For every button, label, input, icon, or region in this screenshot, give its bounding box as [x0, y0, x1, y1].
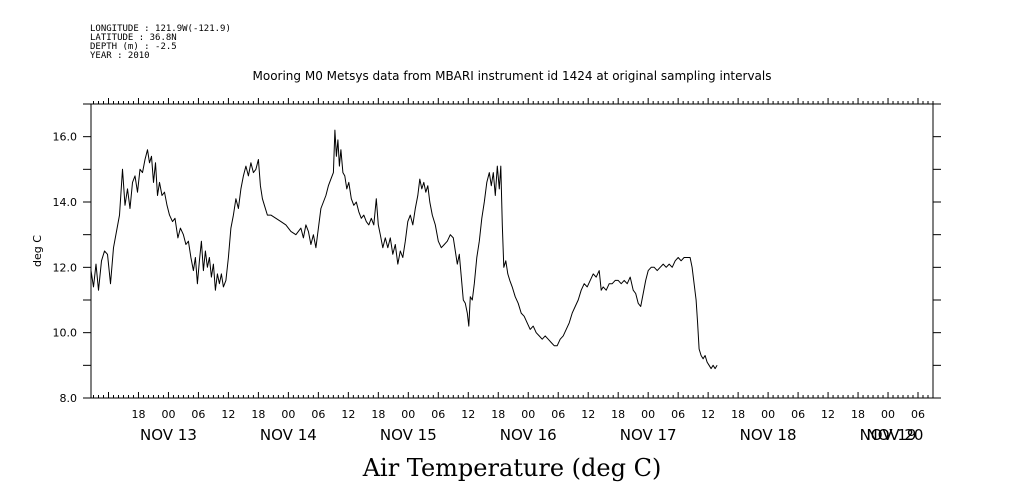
x-hour-label: 18: [371, 408, 385, 421]
x-hour-label: 12: [701, 408, 715, 421]
y-tick-label: 8.0: [60, 392, 78, 405]
x-hour-label: 06: [551, 408, 565, 421]
x-date-label: NOV 15: [380, 426, 437, 444]
header-depth: DEPTH (m) : -2.5: [90, 42, 177, 52]
plot-frame: [90, 103, 934, 399]
x-hour-label: 12: [461, 408, 475, 421]
x-hour-label: 18: [611, 408, 625, 421]
x-hour-label: 06: [191, 408, 205, 421]
x-hour-label: 00: [761, 408, 775, 421]
tick-labels: 8.0 10.0 12.0 14.0 16.0 18 00 06 12 18 00 06 12 18 00 0…: [53, 131, 926, 444]
y-tick-label: 12.0: [53, 261, 78, 274]
header-year: YEAR : 2010: [90, 51, 150, 61]
x-axis-label: Air Temperature (deg C): [362, 454, 662, 482]
x-hour-label: 00: [641, 408, 655, 421]
x-date-label: NOV 20: [867, 426, 924, 444]
series-line: [90, 129, 718, 370]
x-date-label: NOV 14: [260, 426, 317, 444]
y-tick-label: 14.0: [53, 196, 78, 209]
x-date-label: NOV 13: [140, 426, 197, 444]
x-hour-label: 18: [731, 408, 745, 421]
header-metadata: LONGITUDE : 121.9W(-121.9) LATITUDE : 36…: [90, 24, 231, 61]
x-hour-label: 18: [251, 408, 265, 421]
x-hour-label: 00: [521, 408, 535, 421]
x-date-label: NOV 18: [740, 426, 797, 444]
y-tick-label: 10.0: [53, 327, 78, 340]
x-hour-label: 12: [341, 408, 355, 421]
x-hour-label: 00: [881, 408, 895, 421]
x-hour-label: 06: [791, 408, 805, 421]
chart-title: Mooring M0 Metsys data from MBARI instru…: [253, 69, 772, 83]
x-hour-label: 00: [281, 408, 295, 421]
x-hour-label: 18: [851, 408, 865, 421]
x-hour-label: 00: [401, 408, 415, 421]
x-hour-label: 06: [671, 408, 685, 421]
x-date-label: NOV 16: [500, 426, 557, 444]
x-hour-label: 12: [221, 408, 235, 421]
x-hour-label: 06: [431, 408, 445, 421]
y-tick-label: 16.0: [53, 131, 78, 144]
series-layer: [90, 129, 718, 370]
x-date-label: NOV 17: [620, 426, 677, 444]
x-date-label: NOV 19: [860, 426, 917, 444]
axis-ticks: [83, 98, 941, 399]
x-hour-label: 12: [581, 408, 595, 421]
x-hour-label: 00: [161, 408, 175, 421]
y-axis-label: deg C: [31, 235, 44, 267]
header-longitude: LONGITUDE : 121.9W(-121.9): [90, 24, 231, 34]
x-hour-label: 06: [911, 408, 925, 421]
x-hour-label: 06: [311, 408, 325, 421]
x-hour-label: 18: [131, 408, 145, 421]
x-hour-label: 12: [821, 408, 835, 421]
header-latitude: LATITUDE : 36.8N: [90, 33, 177, 43]
x-hour-label: 18: [491, 408, 505, 421]
